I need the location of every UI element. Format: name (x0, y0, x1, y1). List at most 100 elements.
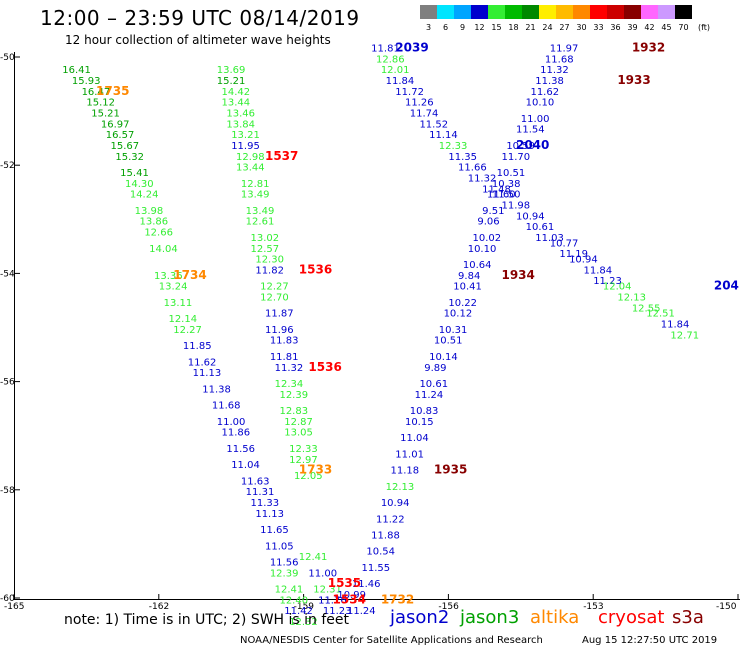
wave-height-value: 14.04 (149, 244, 178, 255)
legend-label: 33 (593, 23, 604, 32)
wave-height-value: 9.84 (458, 271, 480, 282)
wave-height-value: 11.84 (584, 265, 613, 276)
wave-height-value: 13.11 (164, 298, 193, 309)
wave-height-value: 11.55 (362, 563, 391, 574)
wave-height-value: 11.24 (415, 390, 444, 401)
wave-height-value: 10.10 (526, 98, 555, 109)
wave-height-value: 10.51 (434, 336, 463, 347)
lat-tick-label: -56 (0, 378, 15, 388)
legend-swatch (505, 5, 522, 19)
wave-height-value: 11.00 (217, 417, 246, 428)
wave-height-value: 11.72 (395, 87, 424, 98)
wave-height-value: 11.62 (188, 357, 217, 368)
wave-height-value: 11.22 (376, 514, 405, 525)
legend-swatch (420, 5, 437, 19)
pass-time-label: 2039 (395, 41, 428, 55)
wave-height-value: 11.38 (202, 384, 231, 395)
wave-height-value: 12.31 (313, 585, 342, 596)
wave-height-value: 10.99 (337, 590, 366, 601)
wave-height-value: 11.14 (429, 130, 458, 141)
wave-height-value: 16.47 (82, 87, 111, 98)
legend-label: 15 (491, 23, 502, 32)
wave-height-value: 11.38 (535, 76, 564, 87)
legend-unit: (ft) (697, 23, 711, 32)
wave-height-value: 12.14 (168, 314, 197, 325)
wave-height-value: 11.81 (270, 352, 299, 363)
wave-height-value: 15.41 (120, 168, 149, 179)
wave-height-value: 13.21 (231, 130, 260, 141)
wave-height-value: 11.81 (371, 44, 400, 55)
wave-height-value: 10.51 (497, 168, 526, 179)
legend-label: 42 (644, 23, 655, 32)
wave-height-value: 11.13 (255, 509, 284, 520)
lon-tick-label: -165 (4, 602, 24, 612)
wave-height-value: 11.96 (265, 325, 294, 336)
legend-label: 21 (525, 23, 536, 32)
lon-tick-label: -156 (438, 602, 459, 612)
wave-height-value: 12.66 (144, 228, 173, 239)
legend-label: 3 (425, 23, 432, 32)
legend-swatch (556, 5, 573, 19)
wave-height-value: 10.02 (473, 233, 502, 244)
pass-time-label: 1935 (434, 463, 467, 477)
wave-height-value: 9.06 (477, 217, 499, 228)
wave-height-value: 10.31 (439, 325, 468, 336)
wave-height-value: 11.50 (492, 190, 521, 201)
wave-height-value: 10.64 (463, 260, 492, 271)
wave-height-value: 12.34 (275, 379, 304, 390)
wave-height-value: 16.57 (106, 130, 135, 141)
legend-swatch (471, 5, 488, 19)
wave-height-value: 11.62 (530, 87, 559, 98)
wave-height-value: 11.54 (516, 125, 545, 136)
wave-height-value: 11.97 (550, 44, 579, 55)
wave-height-value: 10.83 (410, 406, 439, 417)
wave-height-value: 12.83 (279, 406, 308, 417)
legend-label: 12 (474, 23, 485, 32)
wave-height-value: 13.84 (226, 119, 255, 130)
wave-height-value: 15.21 (91, 109, 120, 120)
wave-height-value: 12.86 (376, 54, 405, 65)
pass-time-label: 1934 (501, 268, 534, 282)
lon-tick-label: -150 (716, 602, 737, 612)
wave-height-value: 11.32 (275, 363, 304, 374)
footnote: note: 1) Time is in UTC; 2) SWH is in fe… (64, 612, 350, 628)
wave-height-value: 11.60 (487, 190, 516, 201)
wave-height-value: 13.49 (246, 206, 275, 217)
legend-swatch (590, 5, 607, 19)
lon-tick-label: -159 (294, 602, 315, 612)
wave-height-value: 15.21 (217, 76, 246, 87)
legend-swatch (573, 5, 590, 19)
lat-tick-label: -60 (0, 594, 15, 604)
wave-height-value: 13.86 (139, 217, 168, 228)
wave-height-value: 11.35 (448, 152, 477, 163)
wave-height-value: 11.76 (318, 595, 347, 606)
lat-tick-label: -52 (0, 161, 15, 171)
wave-height-value: 11.18 (390, 466, 419, 477)
legend-swatch (522, 5, 539, 19)
wave-height-value: 9.89 (424, 363, 446, 374)
wave-height-value: 13.36 (154, 271, 183, 282)
wave-height-value: 11.04 (231, 460, 260, 471)
wave-height-value: 11.05 (265, 541, 294, 552)
wave-height-value: 13.98 (135, 206, 164, 217)
wave-height-value: 12.33 (289, 444, 318, 455)
legend-label: 27 (559, 23, 570, 32)
wave-height-value: 11.68 (545, 54, 574, 65)
wave-height-value: 11.98 (501, 200, 530, 211)
wave-height-value: 14.24 (130, 190, 159, 201)
wave-height-value: 12.51 (646, 309, 675, 320)
wave-height-value: 12.32 (289, 617, 318, 628)
wave-height-value: 12.27 (260, 282, 289, 293)
wave-height-value: 11.83 (270, 336, 299, 347)
wave-height-value: 12.57 (251, 244, 280, 255)
wave-height-value: 12.39 (270, 568, 299, 579)
lat-tick-label: -58 (0, 486, 15, 496)
wave-height-value: 15.67 (111, 141, 140, 152)
wave-height-value: 11.26 (405, 98, 434, 109)
wave-height-value: 12.27 (173, 325, 202, 336)
wave-height-value: 11.68 (212, 401, 241, 412)
wave-height-value: 12.81 (241, 179, 270, 190)
legend-label: 36 (610, 23, 621, 32)
wave-height-value: 11.23 (593, 276, 622, 287)
wave-height-value: 11.52 (419, 119, 448, 130)
